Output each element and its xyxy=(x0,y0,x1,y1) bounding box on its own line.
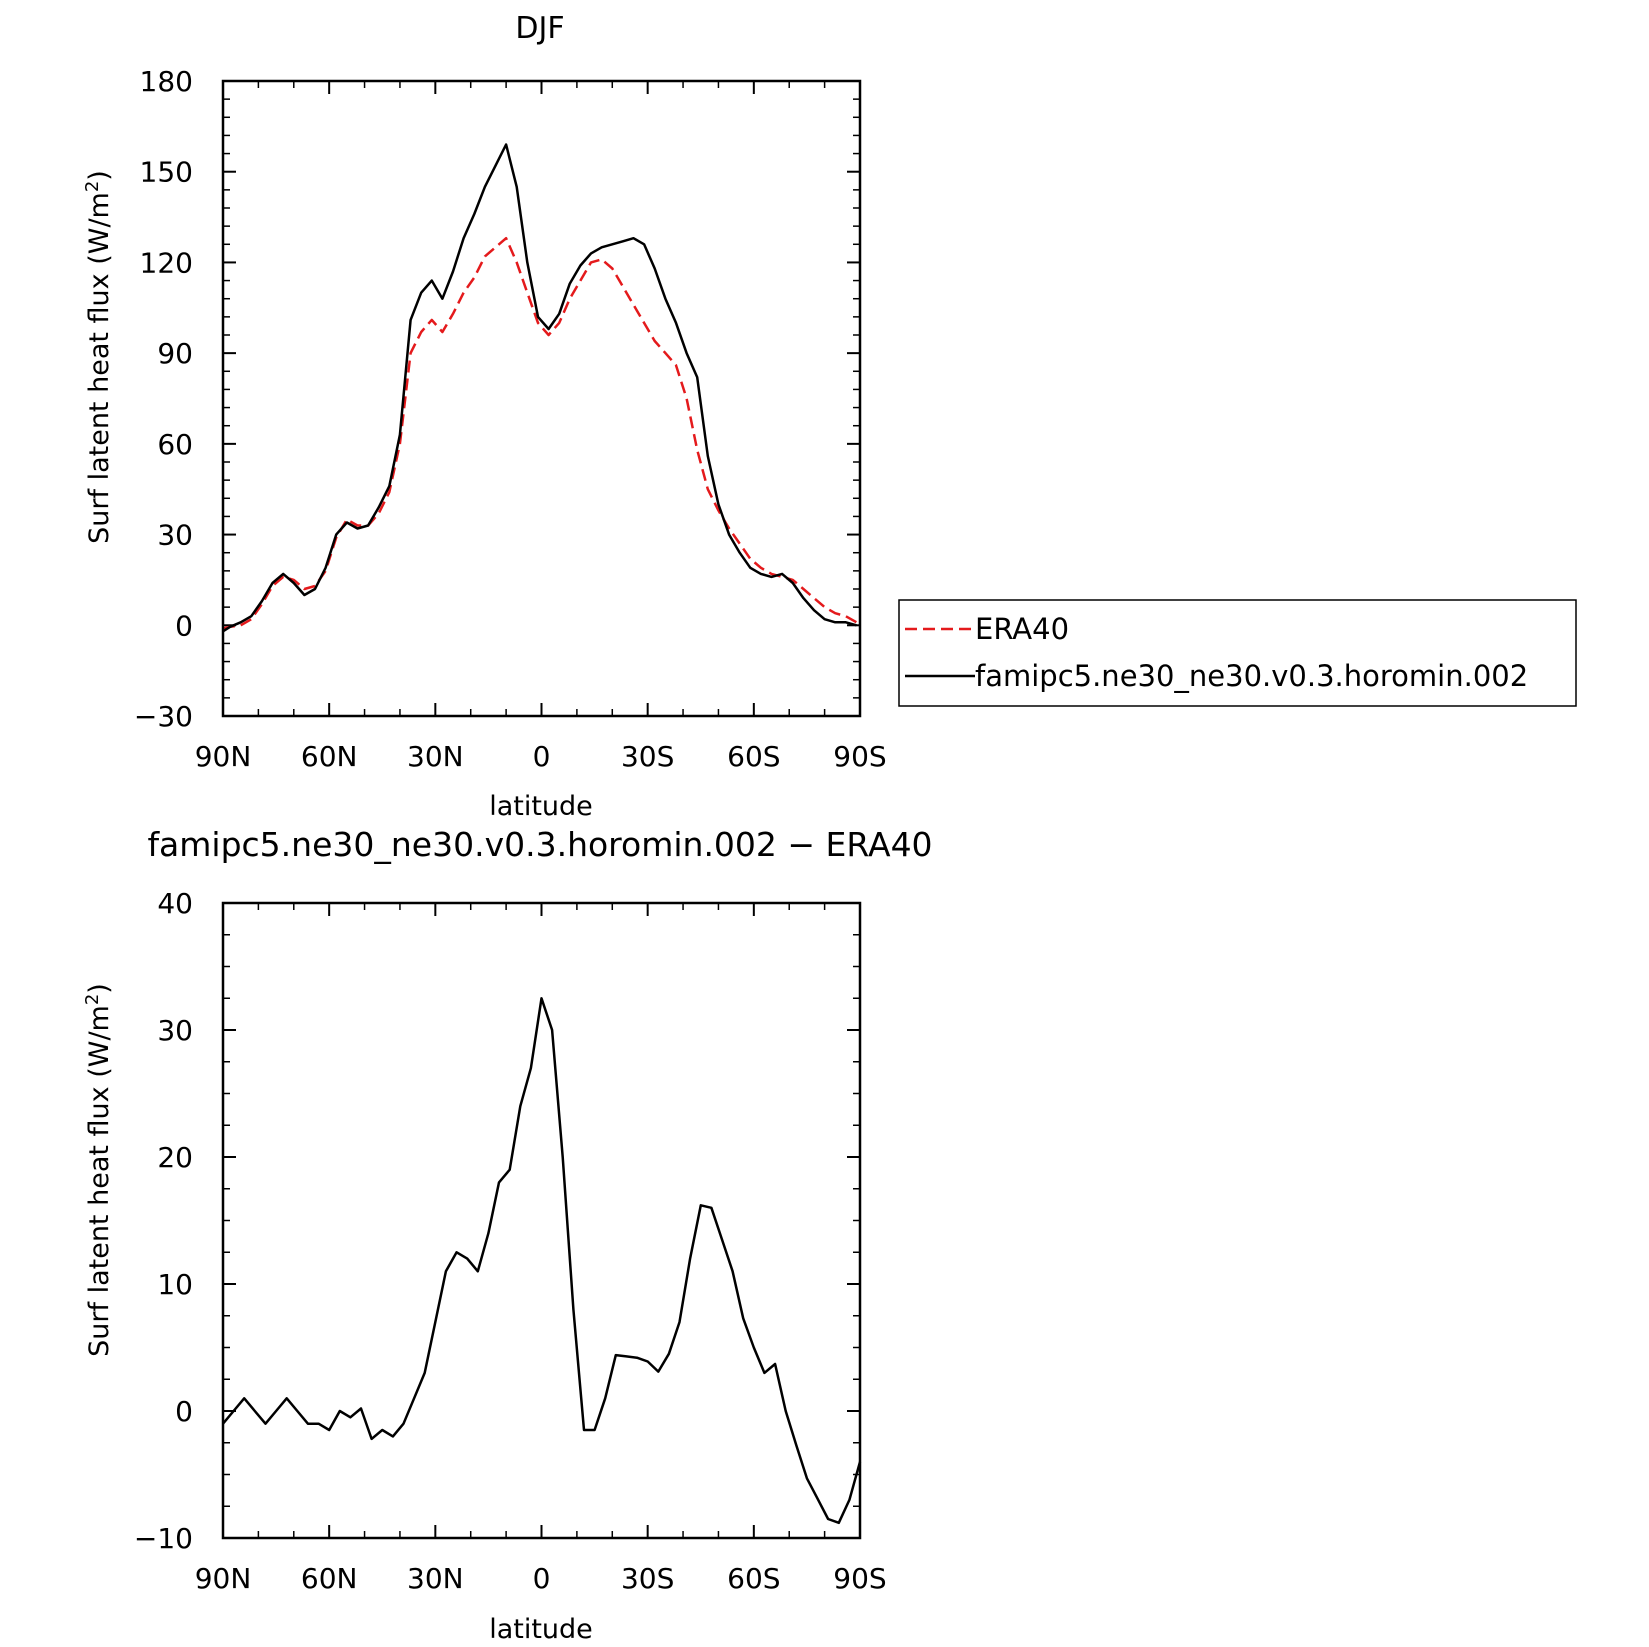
top-ylabel-sup: 2 xyxy=(82,181,103,192)
legend-label-era40: ERA40 xyxy=(975,612,1069,646)
bottom-y-tick-label: 30 xyxy=(157,1014,193,1047)
bottom-y-tick-label: 0 xyxy=(175,1395,193,1428)
top-panel: DJF Surf latent heat flux (W/m2) latitud… xyxy=(82,11,887,822)
top-series-line-era40 xyxy=(222,236,858,630)
top-plot-frame xyxy=(221,79,862,718)
top-ylabel-close: ) xyxy=(84,170,115,181)
bottom-panel: famipc5.ne30_ne30.v0.3.horomin.002 − ERA… xyxy=(82,825,933,1645)
top-y-tick-label: −30 xyxy=(134,700,193,733)
top-x-tick-label: 90N xyxy=(195,740,252,773)
bottom-ylabel-close: ) xyxy=(84,983,115,994)
legend-box xyxy=(898,599,1577,707)
bottom-series-lines xyxy=(222,997,862,1525)
top-y-tick-label: 180 xyxy=(140,65,193,98)
bottom-y-tick-label: 40 xyxy=(157,887,193,920)
bottom-x-tick-label: 90N xyxy=(195,1562,252,1595)
bottom-x-tick-label: 60N xyxy=(301,1562,358,1595)
bottom-y-tick-label: −10 xyxy=(134,1522,193,1555)
top-series-line-famipc5-ne30-ne30-v0-3-horomin-002 xyxy=(222,143,857,633)
bottom-y-tick-label: 20 xyxy=(157,1141,193,1174)
top-x-tick-label: 30N xyxy=(407,740,464,773)
top-ylabel: Surf latent heat flux (W/m2) xyxy=(82,170,115,544)
bottom-x-tick-label: 90S xyxy=(833,1562,886,1595)
bottom-x-tick-label: 30S xyxy=(621,1562,674,1595)
bottom-series-line-difference xyxy=(222,997,862,1525)
bottom-plot-frame xyxy=(221,901,862,1540)
top-x-tick-label: 60N xyxy=(301,740,358,773)
top-x-tick-label: 0 xyxy=(533,740,551,773)
bottom-y-tick-label: 10 xyxy=(157,1268,193,1301)
top-y-tick-label: 0 xyxy=(175,609,193,642)
top-series-lines xyxy=(222,143,858,633)
bottom-ylabel: Surf latent heat flux (W/m2) xyxy=(82,983,115,1357)
top-x-tick-label: 90S xyxy=(833,740,886,773)
top-ylabel-text: Surf latent heat flux (W/m xyxy=(84,192,115,544)
top-y-tick-label: 120 xyxy=(140,246,193,279)
bottom-chart-title: famipc5.ne30_ne30.v0.3.horomin.002 − ERA… xyxy=(147,825,932,864)
legend: ERA40 famipc5.ne30_ne30.v0.3.horomin.002 xyxy=(898,599,1577,707)
top-y-tick-label: 90 xyxy=(157,337,193,370)
top-x-ticks: 90N 60N 30N 0 30S 60S 90S xyxy=(195,81,887,773)
bottom-ylabel-sup: 2 xyxy=(82,994,103,1005)
bottom-x-tick-label: 30N xyxy=(407,1562,464,1595)
top-x-tick-label: 30S xyxy=(621,740,674,773)
top-chart-title: DJF xyxy=(515,11,564,46)
bottom-x-tick-label: 0 xyxy=(533,1562,551,1595)
legend-label-model: famipc5.ne30_ne30.v0.3.horomin.002 xyxy=(975,659,1528,693)
bottom-x-tick-label: 60S xyxy=(727,1562,780,1595)
bottom-xlabel: latitude xyxy=(489,1614,593,1645)
top-y-tick-label: 150 xyxy=(140,156,193,189)
bottom-ylabel-text: Surf latent heat flux (W/m xyxy=(84,1005,115,1357)
bottom-y-ticks: −10 0 10 20 30 40 xyxy=(134,887,860,1555)
top-y-ticks: −30 0 30 60 90 120 150 180 xyxy=(134,65,860,733)
top-y-tick-label: 30 xyxy=(157,519,193,552)
top-xlabel: latitude xyxy=(489,791,593,822)
top-y-tick-label: 60 xyxy=(157,428,193,461)
top-x-tick-label: 60S xyxy=(727,740,780,773)
